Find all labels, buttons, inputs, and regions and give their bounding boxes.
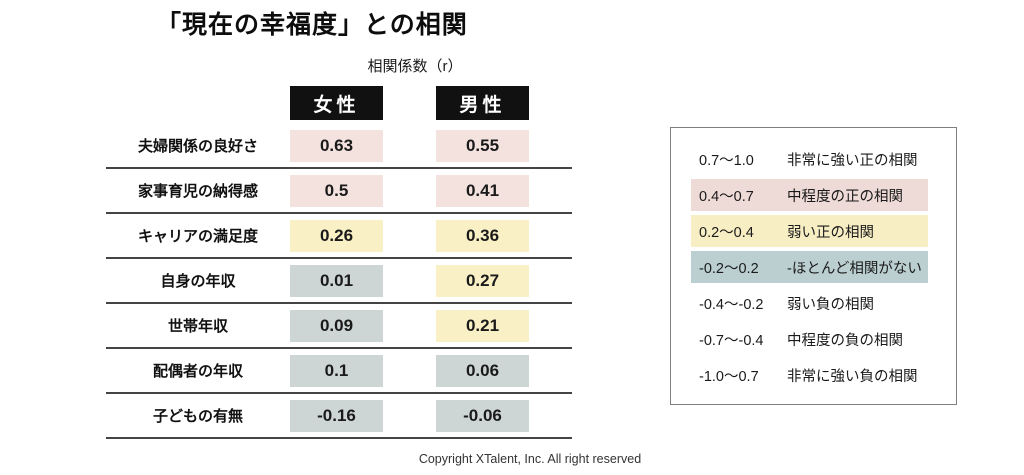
value-cell-male: 0.21: [436, 309, 529, 342]
value-cell-male: 0.41: [436, 174, 529, 207]
legend: 0.7〜1.0 非常に強い正の相関 0.4〜0.7 中程度の正の相関 0.2〜0…: [670, 127, 957, 405]
copyright: Copyright XTalent, Inc. All right reserv…: [418, 452, 642, 466]
table-caption: 相関係数（r）: [367, 58, 463, 75]
table-header-row: 女性 男性: [106, 86, 572, 124]
legend-item: 0.2〜0.4 弱い正の相関: [691, 215, 928, 247]
row-label: キャリアの満足度: [137, 228, 258, 245]
legend-label: 中程度の正の相関: [787, 188, 903, 205]
legend-label: 非常に強い負の相関: [787, 368, 918, 385]
page-title: 「現在の幸福度」との相関: [156, 11, 468, 39]
value-cell-female: 0.5: [290, 174, 383, 207]
value-cell-female: -0.16: [290, 399, 383, 432]
correlation-table: 女性 男性 夫婦関係の良好さ 0.63 0.55 家事育児の納得感 0.5 0.…: [106, 86, 572, 439]
legend-item: -1.0〜0.7 非常に強い負の相関: [691, 359, 928, 391]
table-row: 家事育児の納得感 0.5 0.41: [106, 169, 572, 214]
table-row: 子どもの有無 -0.16 -0.06: [106, 394, 572, 439]
row-label: 家事育児の納得感: [137, 183, 258, 200]
value-cell-female: 0.1: [290, 354, 383, 387]
legend-item: -0.7〜-0.4 中程度の負の相関: [691, 323, 928, 355]
legend-label: 中程度の負の相関: [787, 332, 903, 349]
legend-range: -0.2〜0.2: [699, 260, 759, 277]
value-cell-female: 0.01: [290, 264, 383, 297]
value-cell-female: 0.63: [290, 129, 383, 162]
table-row: 世帯年収 0.09 0.21: [106, 304, 572, 349]
legend-label: -ほとんど相関がない: [787, 260, 922, 277]
table-row: 自身の年収 0.01 0.27: [106, 259, 572, 304]
row-label: 自身の年収: [160, 273, 236, 290]
value-cell-male: 0.27: [436, 264, 529, 297]
legend-item: 0.4〜0.7 中程度の正の相関: [691, 179, 928, 211]
legend-label: 弱い正の相関: [787, 224, 874, 241]
row-label: 配偶者の年収: [152, 363, 243, 380]
legend-range: 0.7〜1.0: [699, 152, 754, 169]
legend-range: -0.7〜-0.4: [699, 332, 764, 349]
value-cell-male: -0.06: [436, 399, 529, 432]
legend-item: -0.4〜-0.2 弱い負の相関: [691, 287, 928, 319]
value-cell-male: 0.36: [436, 219, 529, 252]
table-row: 配偶者の年収 0.1 0.06: [106, 349, 572, 394]
table-row: 夫婦関係の良好さ 0.63 0.55: [106, 124, 572, 169]
column-header-male: 男性: [436, 86, 529, 120]
legend-range: 0.4〜0.7: [699, 188, 754, 205]
value-cell-male: 0.06: [436, 354, 529, 387]
row-label: 子どもの有無: [152, 408, 243, 425]
row-label: 夫婦関係の良好さ: [137, 138, 258, 155]
legend-range: -0.4〜-0.2: [699, 296, 764, 313]
legend-item: 0.7〜1.0 非常に強い正の相関: [691, 143, 928, 175]
legend-label: 弱い負の相関: [787, 296, 874, 313]
legend-range: -1.0〜0.7: [699, 368, 759, 385]
legend-range: 0.2〜0.4: [699, 224, 754, 241]
column-header-female: 女性: [290, 86, 383, 120]
table-row: キャリアの満足度 0.26 0.36: [106, 214, 572, 259]
value-cell-female: 0.09: [290, 309, 383, 342]
row-label: 世帯年収: [167, 318, 228, 335]
legend-item: -0.2〜0.2 -ほとんど相関がない: [691, 251, 928, 283]
value-cell-female: 0.26: [290, 219, 383, 252]
legend-label: 非常に強い正の相関: [787, 152, 918, 169]
value-cell-male: 0.55: [436, 129, 529, 162]
